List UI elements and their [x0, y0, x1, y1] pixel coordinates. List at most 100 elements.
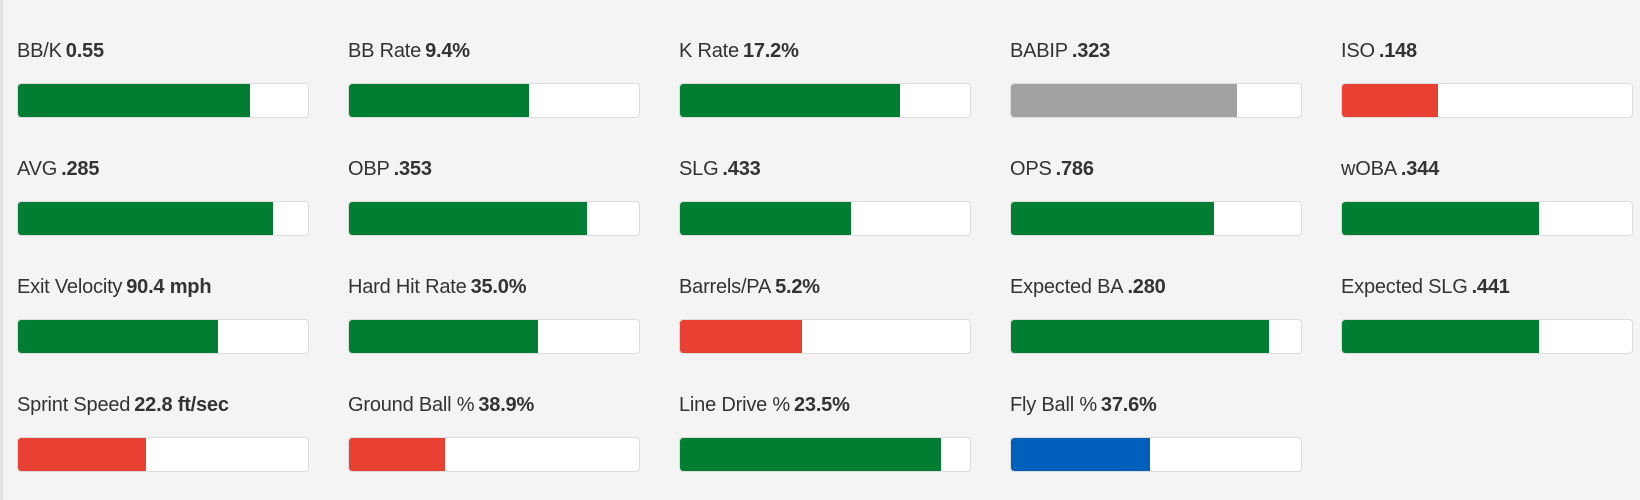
- stat-name: OPS: [1010, 158, 1052, 180]
- stat-bar-fill: [1342, 320, 1540, 353]
- stat-bb-rate: BB Rate 9.4%: [348, 40, 640, 118]
- stat-label: Exit Velocity 90.4 mph: [17, 276, 309, 298]
- stat-bar-fill: [1011, 438, 1151, 471]
- stat-value: 9.4%: [425, 40, 470, 62]
- stat-bar: [17, 319, 309, 354]
- stat-label: BABIP .323: [1010, 40, 1302, 62]
- stat-k-rate: K Rate 17.2%: [679, 40, 971, 118]
- stat-bar-fill: [18, 438, 146, 471]
- stat-value: .148: [1378, 40, 1417, 62]
- stat-bar-fill: [349, 202, 587, 235]
- stat-value: .344: [1400, 158, 1440, 180]
- stat-label: K Rate 17.2%: [679, 40, 971, 62]
- stat-label: OPS .786: [1010, 158, 1302, 180]
- stat-label: Fly Ball % 37.6%: [1010, 394, 1302, 416]
- stat-name: AVG: [17, 158, 58, 180]
- stat-label: Ground Ball % 38.9%: [348, 394, 640, 416]
- stat-label: SLG .433: [679, 158, 971, 180]
- stat-name: Exit Velocity: [17, 276, 123, 298]
- stat-bar-fill: [680, 438, 941, 471]
- stat-value: .280: [1127, 276, 1166, 298]
- stat-bar: [17, 437, 309, 472]
- stat-bar-fill: [680, 84, 901, 117]
- stat-bar: [348, 319, 640, 354]
- stat-value: .433: [722, 158, 761, 180]
- stat-bar-fill: [18, 84, 250, 117]
- stat-bar: [17, 83, 309, 118]
- stat-expected-slg: Expected SLG .441: [1341, 276, 1633, 354]
- stat-label: AVG .285: [17, 158, 309, 180]
- stat-bar-fill: [1342, 202, 1540, 235]
- stat-bar: [679, 319, 971, 354]
- stat-bar-fill: [18, 320, 219, 353]
- stat-bar-fill: [680, 202, 852, 235]
- stat-bar: [1341, 319, 1633, 354]
- stat-name: Line Drive %: [679, 394, 790, 416]
- stat-value: .323: [1071, 40, 1111, 62]
- stat-label: Hard Hit Rate 35.0%: [348, 276, 640, 298]
- stat-name: Ground Ball %: [348, 394, 475, 416]
- stat-value: .353: [393, 158, 432, 180]
- stat-value: 17.2%: [742, 40, 799, 62]
- stat-bar: [348, 437, 640, 472]
- stat-sprint-speed: Sprint Speed 22.8 ft/sec: [17, 394, 309, 472]
- stat-bar-fill: [680, 320, 802, 353]
- stat-bar-fill: [349, 84, 529, 117]
- stat-bar-fill: [1342, 84, 1438, 117]
- stat-name: Sprint Speed: [17, 394, 131, 416]
- stat-label: BB Rate 9.4%: [348, 40, 640, 62]
- stat-babip: BABIP .323: [1010, 40, 1302, 118]
- stat-bar-fill: [1011, 202, 1214, 235]
- stat-bar: [1010, 319, 1302, 354]
- stat-name: BB/K: [17, 40, 62, 62]
- stat-name: BB Rate: [348, 40, 422, 62]
- stat-bar: [679, 201, 971, 236]
- stat-bar: [1341, 201, 1633, 236]
- stat-grid: BB/K 0.55 BB Rate 9.4% K Rate 17.2% BABIP .3…: [17, 40, 1633, 472]
- stat-label: Expected BA .280: [1010, 276, 1302, 298]
- stat-barrels-pa: Barrels/PA 5.2%: [679, 276, 971, 354]
- stat-name: OBP: [348, 158, 390, 180]
- stat-hard-hit-rate: Hard Hit Rate 35.0%: [348, 276, 640, 354]
- stat-name: Expected SLG: [1341, 276, 1468, 298]
- stat-value: 90.4 mph: [126, 276, 212, 298]
- stat-label: Line Drive % 23.5%: [679, 394, 971, 416]
- stat-value: .441: [1471, 276, 1510, 298]
- stat-bar: [348, 201, 640, 236]
- stat-bar: [1010, 83, 1302, 118]
- stat-value: 35.0%: [470, 276, 527, 298]
- stat-bar: [679, 437, 971, 472]
- stat-label: Barrels/PA 5.2%: [679, 276, 971, 298]
- stat-name: SLG: [679, 158, 719, 180]
- stat-label: Expected SLG .441: [1341, 276, 1633, 298]
- stat-value: .786: [1055, 158, 1094, 180]
- stat-value: 37.6%: [1100, 394, 1157, 416]
- stat-label: ISO .148: [1341, 40, 1633, 62]
- stat-value: 0.55: [65, 40, 104, 62]
- stat-line-drive-pct: Line Drive % 23.5%: [679, 394, 971, 472]
- stat-bar: [1010, 201, 1302, 236]
- stat-label: wOBA .344: [1341, 158, 1633, 180]
- stat-name: K Rate: [679, 40, 739, 62]
- stat-name: BABIP: [1010, 40, 1068, 62]
- stat-bb-k: BB/K 0.55: [17, 40, 309, 118]
- stat-obp: OBP .353: [348, 158, 640, 236]
- stat-exit-velocity: Exit Velocity 90.4 mph: [17, 276, 309, 354]
- stat-bar-fill: [349, 438, 445, 471]
- stat-label: Sprint Speed 22.8 ft/sec: [17, 394, 309, 416]
- stat-name: Barrels/PA: [679, 276, 772, 298]
- stat-bar: [348, 83, 640, 118]
- stat-bar: [17, 201, 309, 236]
- stat-ops: OPS .786: [1010, 158, 1302, 236]
- stat-fly-ball-pct: Fly Ball % 37.6%: [1010, 394, 1302, 472]
- stat-name: Expected BA: [1010, 276, 1124, 298]
- stat-value: 5.2%: [775, 276, 820, 298]
- stat-bar-fill: [18, 202, 274, 235]
- stat-name: ISO: [1341, 40, 1375, 62]
- stat-bar: [1010, 437, 1302, 472]
- stat-value: 38.9%: [478, 394, 535, 416]
- stat-label: BB/K 0.55: [17, 40, 309, 62]
- stat-expected-ba: Expected BA .280: [1010, 276, 1302, 354]
- stat-value: 22.8 ft/sec: [134, 394, 229, 416]
- stat-label: OBP .353: [348, 158, 640, 180]
